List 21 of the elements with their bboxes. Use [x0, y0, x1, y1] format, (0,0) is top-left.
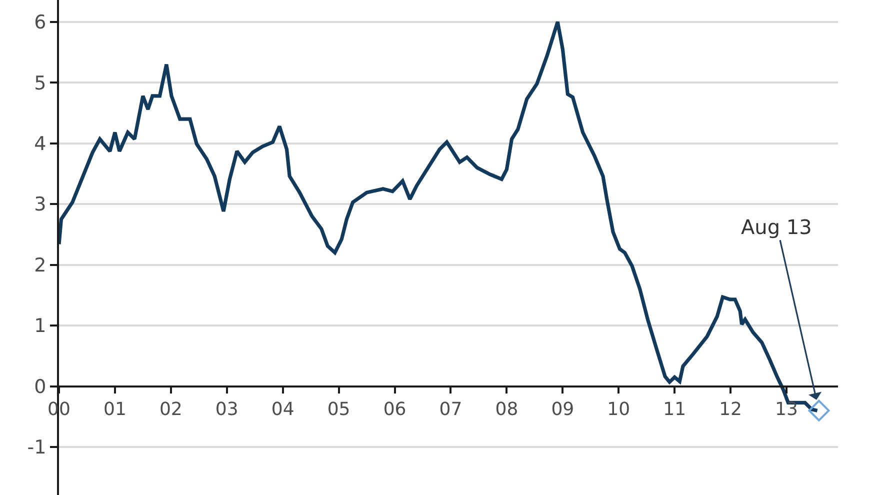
x-tick-label: 07: [439, 398, 462, 420]
x-tick-label: 02: [159, 398, 182, 420]
y-tick-label: -1: [27, 436, 46, 459]
annotation: Aug 13: [741, 215, 812, 239]
x-tick-label: 03: [215, 398, 238, 420]
x-tick-label: 01: [104, 398, 126, 420]
x-tick-label: 12: [719, 398, 742, 420]
y-tick-label: 5: [34, 72, 46, 94]
y-tick-label: 1: [34, 315, 46, 338]
y-tick-label: 3: [34, 194, 46, 216]
x-tick-label: 05: [327, 398, 350, 420]
x-tick-label: 06: [383, 398, 406, 420]
y-tick-label: 0: [34, 376, 46, 398]
x-tick-label: 04: [271, 398, 294, 420]
y-tick-label: 4: [34, 132, 46, 155]
x-tick-label: 08: [495, 398, 518, 420]
y-tick-label: 2: [34, 254, 46, 276]
x-tick-label: 10: [607, 398, 630, 420]
x-tick-label: 11: [663, 398, 686, 420]
y-tick-label: 6: [34, 12, 46, 34]
x-tick-label: 09: [551, 398, 574, 420]
